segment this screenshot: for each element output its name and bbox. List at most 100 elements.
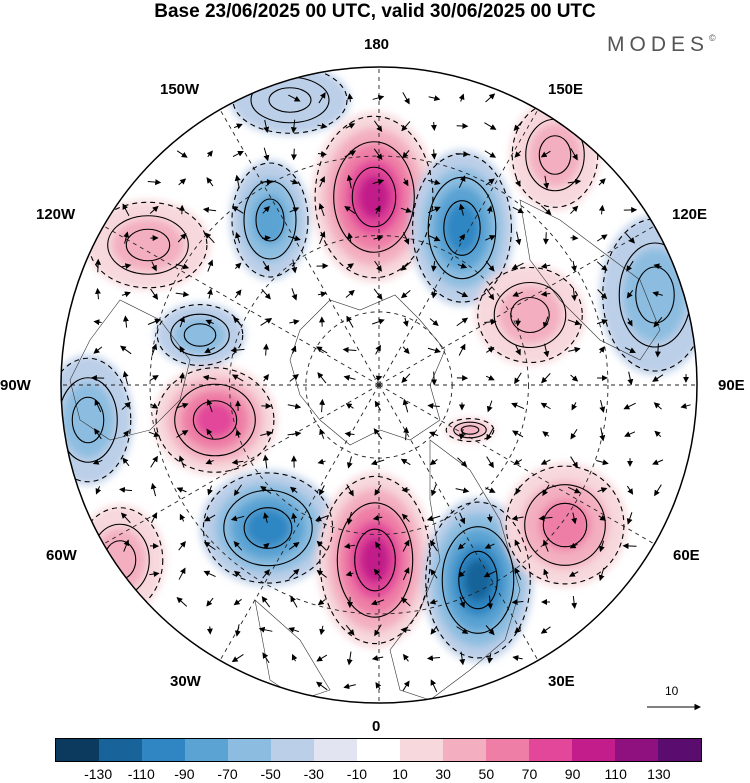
colorbar-tick-label: 110 (604, 766, 627, 782)
wind-vector (402, 653, 409, 662)
wind-vector (291, 653, 298, 662)
wind-vector (567, 319, 582, 326)
streamline-contour (61, 357, 132, 483)
wind-vector (400, 627, 411, 634)
streamline-contour (202, 472, 334, 584)
wind-vector (485, 260, 495, 272)
wind-vector (654, 343, 661, 358)
wind-vector (484, 122, 497, 130)
wind-vector (458, 175, 466, 189)
wind-vector (202, 206, 217, 213)
wind-vector (402, 150, 410, 159)
wind-vector (203, 570, 216, 578)
lon-label-120e: 120E (672, 206, 708, 223)
wind-vector (567, 178, 582, 185)
streamline-contour (231, 162, 309, 278)
wind-vector (372, 178, 385, 185)
wind-vector (430, 679, 438, 693)
wind-vector (231, 206, 244, 214)
wind-vector (231, 374, 244, 382)
wind-vector (486, 456, 494, 469)
wind-vector (429, 431, 439, 438)
wind-vector (93, 346, 103, 354)
wind-vector (457, 457, 468, 467)
wind-vector (373, 148, 383, 160)
wind-vector (93, 319, 102, 326)
wind-vector (374, 260, 382, 272)
colorbar-cell (443, 739, 486, 761)
wind-vector (260, 430, 273, 437)
wind-vector (288, 235, 301, 242)
streamline-contour (61, 377, 118, 463)
wind-vector (623, 402, 636, 410)
wind-vector (230, 515, 245, 522)
wind-vector (486, 400, 493, 413)
wind-vector (375, 344, 381, 355)
wind-vector (316, 540, 327, 551)
wind-vector (456, 291, 469, 298)
lon-label-60e: 60E (673, 547, 700, 564)
contours (61, 67, 697, 659)
wind-vector (430, 568, 438, 579)
meridian-line (219, 384, 380, 661)
wind-vector (596, 319, 608, 325)
wind-vector (372, 318, 385, 325)
streamline-contour (170, 313, 230, 357)
wind-vector (291, 512, 298, 523)
wind-vector (568, 571, 579, 577)
wind-vector (402, 567, 410, 581)
wind-vector (428, 95, 441, 102)
wind-vector (598, 346, 605, 354)
wind-vector (260, 486, 272, 494)
wind-vector (289, 373, 299, 382)
wind-vector (541, 373, 551, 384)
wind-vector (291, 288, 298, 301)
wind-vector (456, 626, 469, 634)
streamline-contour (268, 87, 312, 113)
coastlines (69, 199, 661, 701)
colorbar-cell (99, 739, 142, 761)
wind-vector (626, 260, 634, 272)
colorbar (55, 738, 702, 762)
chart-title: Base 23/06/2025 00 UTC, valid 30/06/2025… (154, 1, 596, 22)
streamline-contour (458, 550, 498, 610)
wind-vector (429, 318, 439, 327)
wind-vector (458, 570, 466, 578)
wind-vector (457, 542, 466, 550)
wind-vector (654, 430, 662, 438)
lon-label-top: 180 (364, 36, 390, 53)
wind-vector (427, 347, 441, 354)
streamline-contour (351, 166, 397, 228)
wind-vector (317, 458, 326, 465)
wind-vector (430, 121, 437, 131)
anomaly-shading (61, 67, 697, 662)
wind-vector (262, 205, 270, 214)
wind-vector (346, 263, 354, 270)
streamline-contour (538, 135, 572, 175)
wind-vector (233, 484, 242, 497)
lon-label-right: 90E (718, 377, 745, 394)
wind-vector (431, 261, 437, 272)
wind-vector (204, 347, 216, 353)
anomaly-band (463, 558, 493, 602)
wind-vector (653, 316, 663, 328)
wind-vector (485, 288, 495, 301)
wind-vector (485, 93, 496, 103)
wind-vector (178, 178, 187, 186)
wind-vector (512, 206, 525, 214)
colorbar-tick-label: 90 (564, 766, 581, 782)
wind-vector (232, 150, 244, 158)
wind-vector (345, 289, 355, 298)
wind-vector (374, 400, 382, 411)
wind-vector (347, 232, 353, 243)
wind-vector (571, 402, 578, 411)
wind-vector (316, 569, 327, 578)
wind-vector (122, 203, 130, 216)
wind-vector (571, 260, 577, 272)
wind-vector (456, 317, 469, 327)
wind-vector (571, 595, 578, 609)
wind-vector (513, 459, 523, 465)
colorbar-cell (142, 739, 185, 761)
wind-vector (511, 515, 524, 522)
